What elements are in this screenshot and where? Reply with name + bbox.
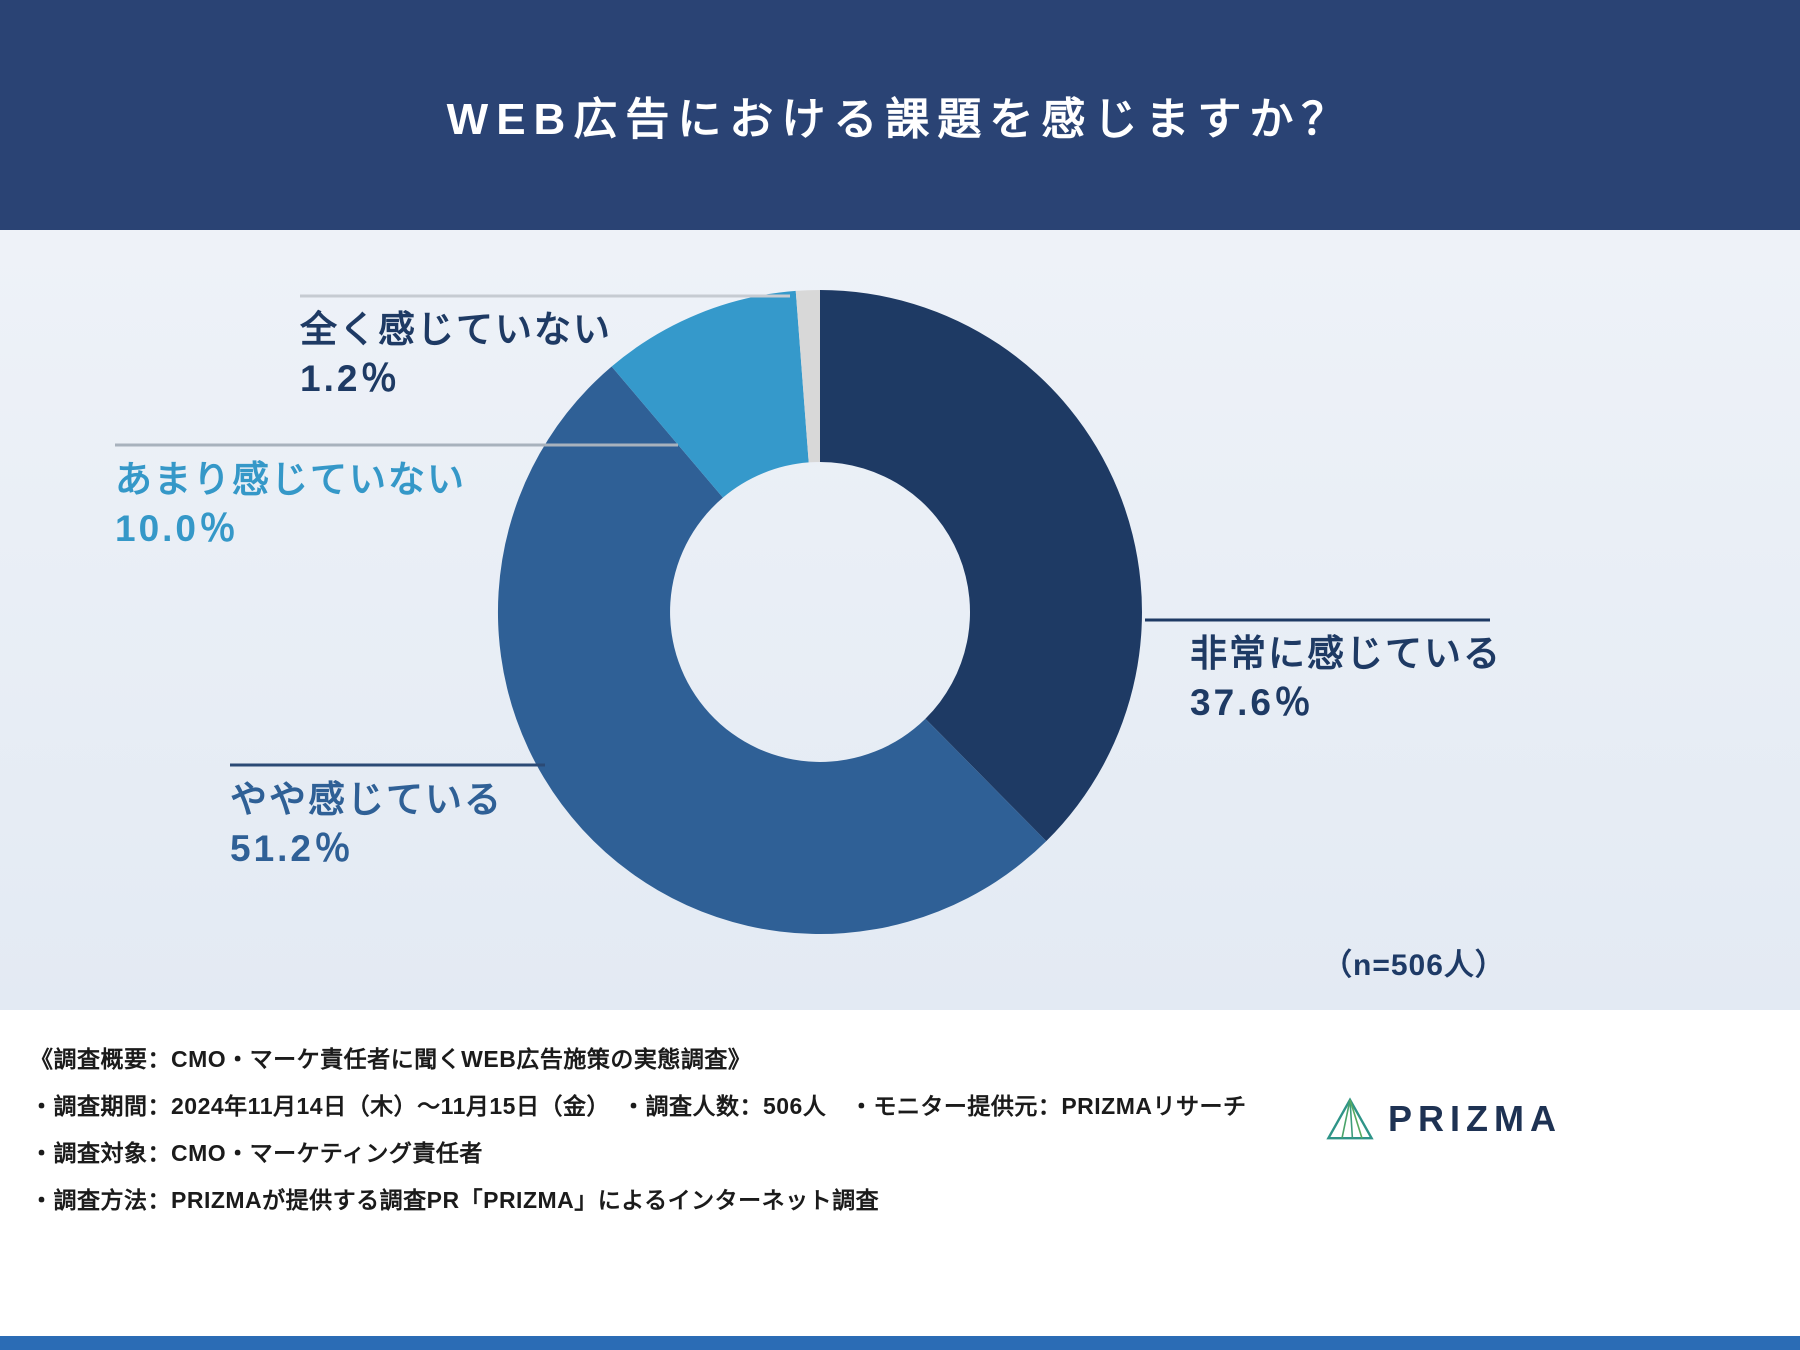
segment-label-strongly-feel: 非常に感じている 37.6％ — [1190, 630, 1502, 728]
bottom-accent-bar — [0, 1336, 1800, 1350]
segment-value: 51.2％ — [230, 827, 355, 869]
survey-period-line: ・調査期間：2024年11月14日（木）〜11月15日（金） ・調査人数：506… — [30, 1093, 1247, 1119]
segment-name: 非常に感じている — [1190, 633, 1502, 674]
segment-name: やや感じている — [230, 779, 503, 820]
segment-label-not-at-all: 全く感じていない 1.2％ — [300, 306, 612, 404]
segment-label-barely-feel: あまり感じていない 10.0％ — [115, 456, 466, 554]
segment-value: 1.2％ — [300, 357, 401, 399]
sample-size-label: （n=506人） — [1322, 949, 1506, 982]
chart-area: 非常に感じている 37.6％ やや感じている 51.2％ あまり感じていない 1… — [0, 230, 1800, 1010]
prizma-logo-icon — [1326, 1097, 1374, 1140]
donut-segment-1 — [497, 366, 1047, 935]
segment-name: 全く感じていない — [300, 309, 612, 350]
survey-method-line: ・調査方法：PRIZMAが提供する調査PR「PRIZMA」によるインターネット調… — [30, 1187, 880, 1213]
survey-overview-line: 《調査概要：CMO・マーケ責任者に聞くWEB広告施策の実態調査》 — [30, 1046, 752, 1072]
survey-details-footer: 《調査概要：CMO・マーケ責任者に聞くWEB広告施策の実態調査》 ・調査期間：2… — [0, 1010, 1800, 1336]
donut-chart — [115, 290, 1490, 935]
donut-segment-3 — [795, 290, 820, 463]
survey-target-line: ・調査対象：CMO・マーケティング責任者 — [30, 1140, 483, 1166]
prizma-logo-text: PRIZMA — [1388, 1098, 1562, 1139]
prizma-logo: PRIZMA — [1326, 1096, 1562, 1142]
segment-value: 10.0％ — [115, 507, 240, 549]
donut-segment-0 — [820, 290, 1142, 842]
segment-name: あまり感じていない — [115, 459, 466, 500]
page-title: WEB広告における課題を感じますか？ — [446, 95, 1354, 144]
donut-segment-2 — [611, 290, 809, 498]
segment-value: 37.6％ — [1190, 681, 1315, 723]
header-band: WEB広告における課題を感じますか？ — [0, 0, 1800, 230]
segment-label-somewhat-feel: やや感じている 51.2％ — [230, 776, 503, 874]
